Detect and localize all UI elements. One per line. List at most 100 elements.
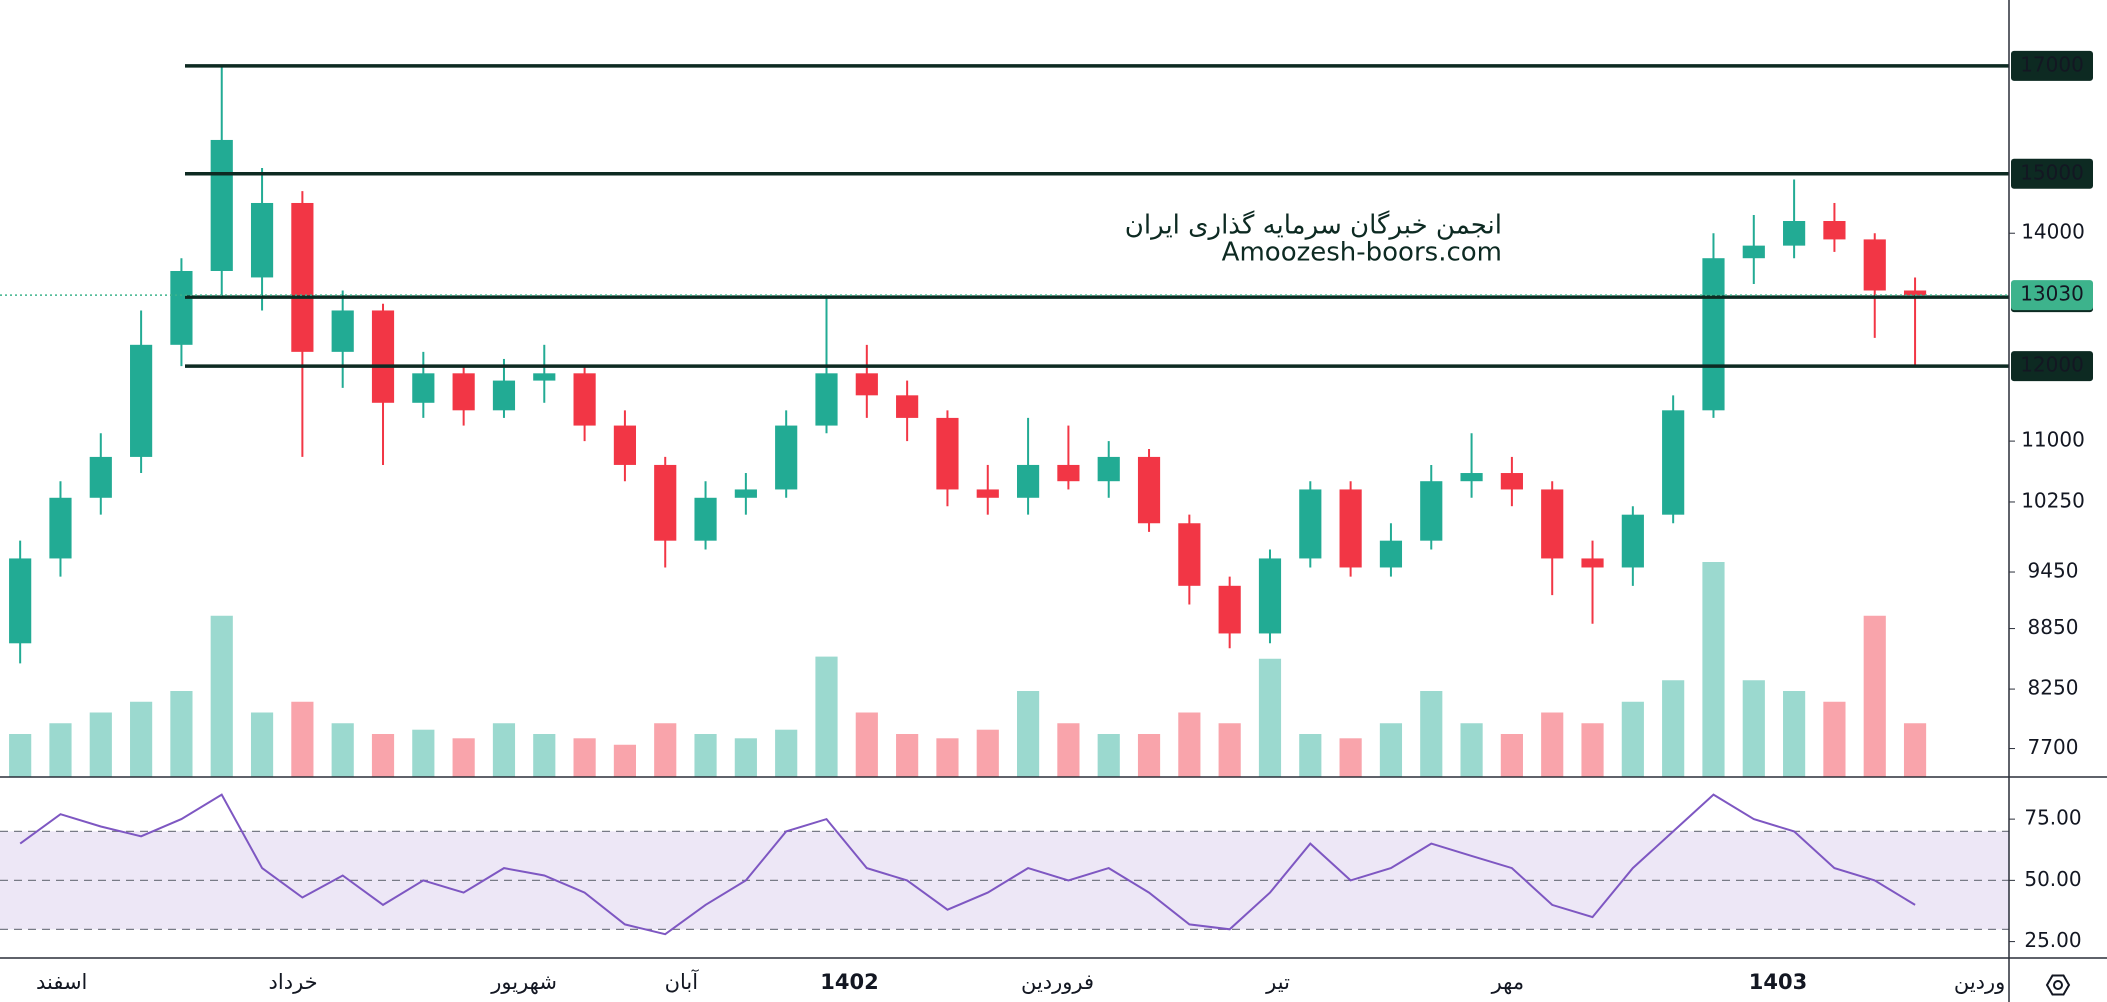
x-tick-label: 1402 (820, 970, 878, 994)
volume-bar (1339, 738, 1362, 777)
volume-bar (1500, 734, 1523, 777)
volume-bar (1541, 712, 1564, 777)
candle-body (1783, 221, 1806, 246)
volume-bar (1016, 691, 1040, 777)
y-tick-label: 25.00 (2024, 928, 2081, 952)
volume-bar (1299, 734, 1322, 777)
volume-bar (331, 723, 354, 777)
candle-body (1137, 456, 1161, 524)
volume-bar (412, 729, 435, 777)
candle-body (533, 373, 556, 381)
volume-bar (694, 734, 717, 777)
candle-body (896, 395, 919, 418)
candle-body (1178, 523, 1201, 586)
candle-body (9, 558, 32, 644)
candle-body (371, 310, 395, 403)
candle-body (1379, 540, 1403, 568)
candle-body (452, 373, 475, 411)
volume-bar (1702, 562, 1725, 777)
candle-body (936, 417, 959, 490)
level-label: 17000 (2020, 52, 2084, 76)
candle-body (976, 489, 999, 498)
level-label-box (2011, 158, 2093, 189)
candle-body (734, 489, 757, 498)
candle-body (1097, 456, 1120, 482)
candle-body (492, 380, 516, 411)
volume-bar (1379, 723, 1403, 777)
volume-bar (1863, 615, 1886, 777)
candle-body (775, 425, 798, 490)
volume-bar (976, 729, 999, 777)
volume-bar (1137, 734, 1161, 777)
candle-body (1460, 473, 1483, 482)
volume-bar (452, 738, 475, 777)
candle-body (1903, 290, 1927, 296)
y-tick-label: 75.00 (2024, 806, 2081, 830)
watermark-url: Amoozesh-boors.com (1222, 238, 1502, 268)
volume-bar (291, 701, 314, 777)
candle-body (1823, 221, 1846, 240)
x-tick-label: فروردین (1021, 970, 1094, 994)
volume-bar (896, 734, 919, 777)
rsi-line (19, 793, 1916, 936)
x-tick-label: 1403 (1749, 970, 1807, 994)
volume-bar (573, 738, 596, 777)
candle-body (1662, 410, 1685, 515)
candle-body (1258, 558, 1282, 634)
volume-bar (210, 615, 233, 777)
settings-icon[interactable] (2045, 974, 2071, 996)
volume-bar (1742, 680, 1765, 777)
x-tick-label: مهر (1491, 970, 1525, 994)
candle-body (1057, 464, 1080, 482)
plot-marks (9, 65, 1927, 936)
volume-bar (1258, 658, 1282, 777)
candle-body (1541, 489, 1564, 559)
candle-body (1500, 473, 1523, 490)
watermark-title: انجمن خبرگان سرمایه گذاری ایران (1125, 210, 1502, 241)
candle-body (613, 425, 637, 465)
candle-body (1218, 585, 1241, 634)
candle-body (573, 373, 596, 426)
overlay: 14000 11000 10250 9450 8850 8250 7700 17000 1500… (0, 50, 2093, 994)
candle-body (331, 310, 354, 352)
volume-bar (371, 734, 395, 777)
volume-bar (1097, 734, 1120, 777)
last-price-label: 13030 (2020, 282, 2084, 306)
level-label-box (2011, 50, 2093, 81)
last-price-box (2011, 280, 2093, 311)
y-tick-label: 14000 (2021, 220, 2085, 244)
y-tick-label: 8850 (2028, 615, 2079, 639)
x-tick-label: آبان (665, 969, 700, 994)
candle-body (1016, 464, 1040, 498)
candle-body (412, 373, 435, 403)
y-tick-label: 11000 (2021, 428, 2085, 452)
candle-body (250, 202, 274, 278)
volume-bar (49, 723, 72, 777)
candle-body (855, 373, 878, 396)
volume-bar (250, 712, 274, 777)
volume-bar (855, 712, 878, 777)
candle-body (1581, 558, 1604, 568)
candle-body (49, 497, 72, 559)
y-tick-label: 9450 (2028, 559, 2079, 583)
volume-bar (9, 734, 32, 777)
level-label: 12000 (2020, 353, 2084, 377)
candle-body (170, 270, 193, 345)
volume-bar (734, 738, 757, 777)
volume-bar (1581, 723, 1604, 777)
volume-bar (1218, 723, 1241, 777)
volume-bar (1662, 680, 1685, 777)
candle-body (1420, 481, 1443, 541)
level-label-box (2011, 351, 2093, 382)
volume-bar (1420, 691, 1443, 777)
volume-bar (1460, 723, 1483, 777)
candle-body (130, 344, 153, 457)
candle-body (1742, 245, 1765, 259)
volume-bar (1903, 723, 1927, 777)
volume-bar (130, 701, 153, 777)
x-tick-label: اسفند (36, 970, 87, 994)
candle-body (1863, 239, 1886, 291)
volume-bar (654, 723, 677, 777)
volume-bar (1057, 723, 1080, 777)
